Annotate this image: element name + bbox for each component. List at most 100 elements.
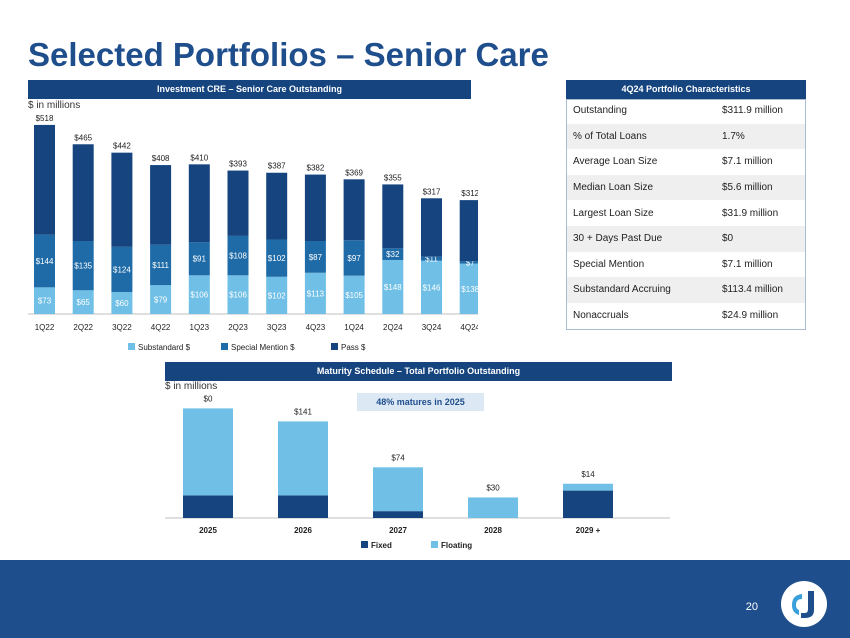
row-label: Special Mention (573, 258, 645, 270)
x-tick-label: 2025 (199, 526, 217, 535)
bar-segment (304, 241, 326, 273)
row-label: Substandard Accruing (566, 277, 715, 303)
legend-label: Substandard $ (138, 343, 191, 352)
legend-label: Special Mention $ (231, 343, 295, 352)
data-label: $111 (152, 261, 169, 270)
data-label: $146 (423, 283, 441, 292)
row-label: Median Loan Size (566, 174, 715, 201)
data-label: $102 (268, 291, 286, 300)
bar-segment (183, 408, 233, 496)
bar-segment (373, 467, 423, 512)
bar-segment (304, 272, 326, 314)
bar-segment (111, 152, 133, 247)
bar-segment (111, 292, 133, 314)
total-label: $387 (268, 162, 286, 171)
bar-segment (343, 240, 365, 276)
data-label: $105 (345, 291, 363, 300)
bar-segment (382, 259, 404, 314)
table-row: Median Loan Size $5.6 million (566, 174, 806, 201)
bar-segment (382, 248, 404, 260)
bar-segment (373, 511, 423, 518)
data-label: $32 (386, 250, 400, 259)
table-row: Largest Loan Size $31.9 million (566, 200, 806, 226)
legend-label: Floating (441, 541, 472, 550)
bar-segment (227, 235, 249, 276)
senior-care-outstanding-chart: $73 $144 $518 1Q22 $65 $135 $465 2Q22 $60 $124 $44… (28, 114, 478, 352)
total-label: $410 (190, 153, 208, 162)
table-row: Nonaccruals $24.9 million (566, 303, 806, 329)
data-label: $11 (425, 255, 438, 264)
data-label: $79 (154, 296, 168, 305)
row-value: $7.1 million (722, 156, 773, 168)
row-value: $31.9 million (722, 207, 779, 219)
bar-segment (343, 179, 365, 241)
total-label: $317 (423, 187, 441, 196)
row-label: Largest Loan Size (573, 207, 654, 219)
bar-segment (266, 276, 288, 314)
data-label: $73 (38, 297, 52, 306)
data-label: $148 (384, 283, 402, 292)
data-label: $138 (461, 285, 478, 294)
legend-swatch (331, 343, 338, 350)
data-label: $113 (307, 289, 325, 298)
row-label: Average Loan Size (573, 156, 658, 168)
total-label: $465 (74, 133, 92, 142)
bar-segment (188, 275, 210, 314)
page-number: 20 (745, 601, 758, 613)
bar-segment (459, 200, 478, 262)
legend-swatch (128, 343, 135, 350)
table-row: % of Total Loans 1.7% (566, 123, 806, 150)
total-label: $442 (113, 142, 131, 151)
bar-segment (266, 239, 288, 277)
table-row: 30 + Days Past Due $0 (566, 225, 806, 252)
total-label: $518 (36, 114, 54, 123)
legend-swatch (431, 541, 438, 548)
bar-segment (150, 165, 172, 245)
chart2-unit: $ in millions (165, 381, 218, 392)
total-label: $312 (461, 189, 478, 198)
bar-segment (188, 164, 210, 243)
bar-segment (459, 261, 478, 264)
bar-segment (563, 483, 613, 491)
x-tick-label: 3Q22 (112, 323, 132, 332)
x-tick-label: 4Q23 (306, 323, 326, 332)
bar-segment (266, 172, 288, 240)
x-tick-label: 4Q22 (151, 323, 171, 332)
data-label: $91 (193, 255, 207, 264)
data-label: $97 (347, 254, 361, 263)
top-label: $30 (486, 483, 500, 492)
row-value: $113.4 million (715, 277, 806, 303)
row-label: Nonaccruals (573, 310, 629, 322)
total-label: $393 (229, 160, 247, 169)
bar-segment (34, 124, 55, 235)
row-value: 1.7% (715, 123, 806, 150)
row-label: 30 + Days Past Due (566, 225, 715, 252)
maturity-note: 48% matures in 2025 (357, 393, 484, 411)
bar-segment (72, 241, 94, 291)
bar-segment (421, 260, 442, 314)
data-label: $135 (74, 262, 92, 271)
company-logo (781, 581, 827, 627)
bar-segment (150, 285, 172, 314)
bar-segment (227, 275, 249, 314)
bar-segment (227, 170, 249, 236)
top-label: $74 (391, 453, 405, 462)
chart2-header: Maturity Schedule – Total Portfolio Outs… (165, 362, 672, 381)
x-tick-label: 2026 (294, 526, 312, 535)
table-row: Special Mention $7.1 million (566, 252, 806, 278)
row-label: % of Total Loans (566, 123, 715, 150)
bar-segment (382, 184, 404, 249)
footer-band (0, 560, 850, 638)
data-label: $65 (77, 298, 91, 307)
legend-swatch (361, 541, 368, 548)
row-value: $311.9 million (722, 105, 783, 117)
total-label: $408 (152, 154, 170, 163)
data-label: $60 (115, 299, 129, 308)
data-label: $108 (229, 252, 247, 261)
x-tick-label: 1Q23 (190, 323, 210, 332)
table-header: 4Q24 Portfolio Characteristics (566, 80, 806, 99)
bar-segment (72, 144, 94, 241)
chart1-unit: $ in millions (28, 100, 81, 111)
total-label: $355 (384, 173, 402, 182)
total-label: $369 (345, 168, 363, 177)
